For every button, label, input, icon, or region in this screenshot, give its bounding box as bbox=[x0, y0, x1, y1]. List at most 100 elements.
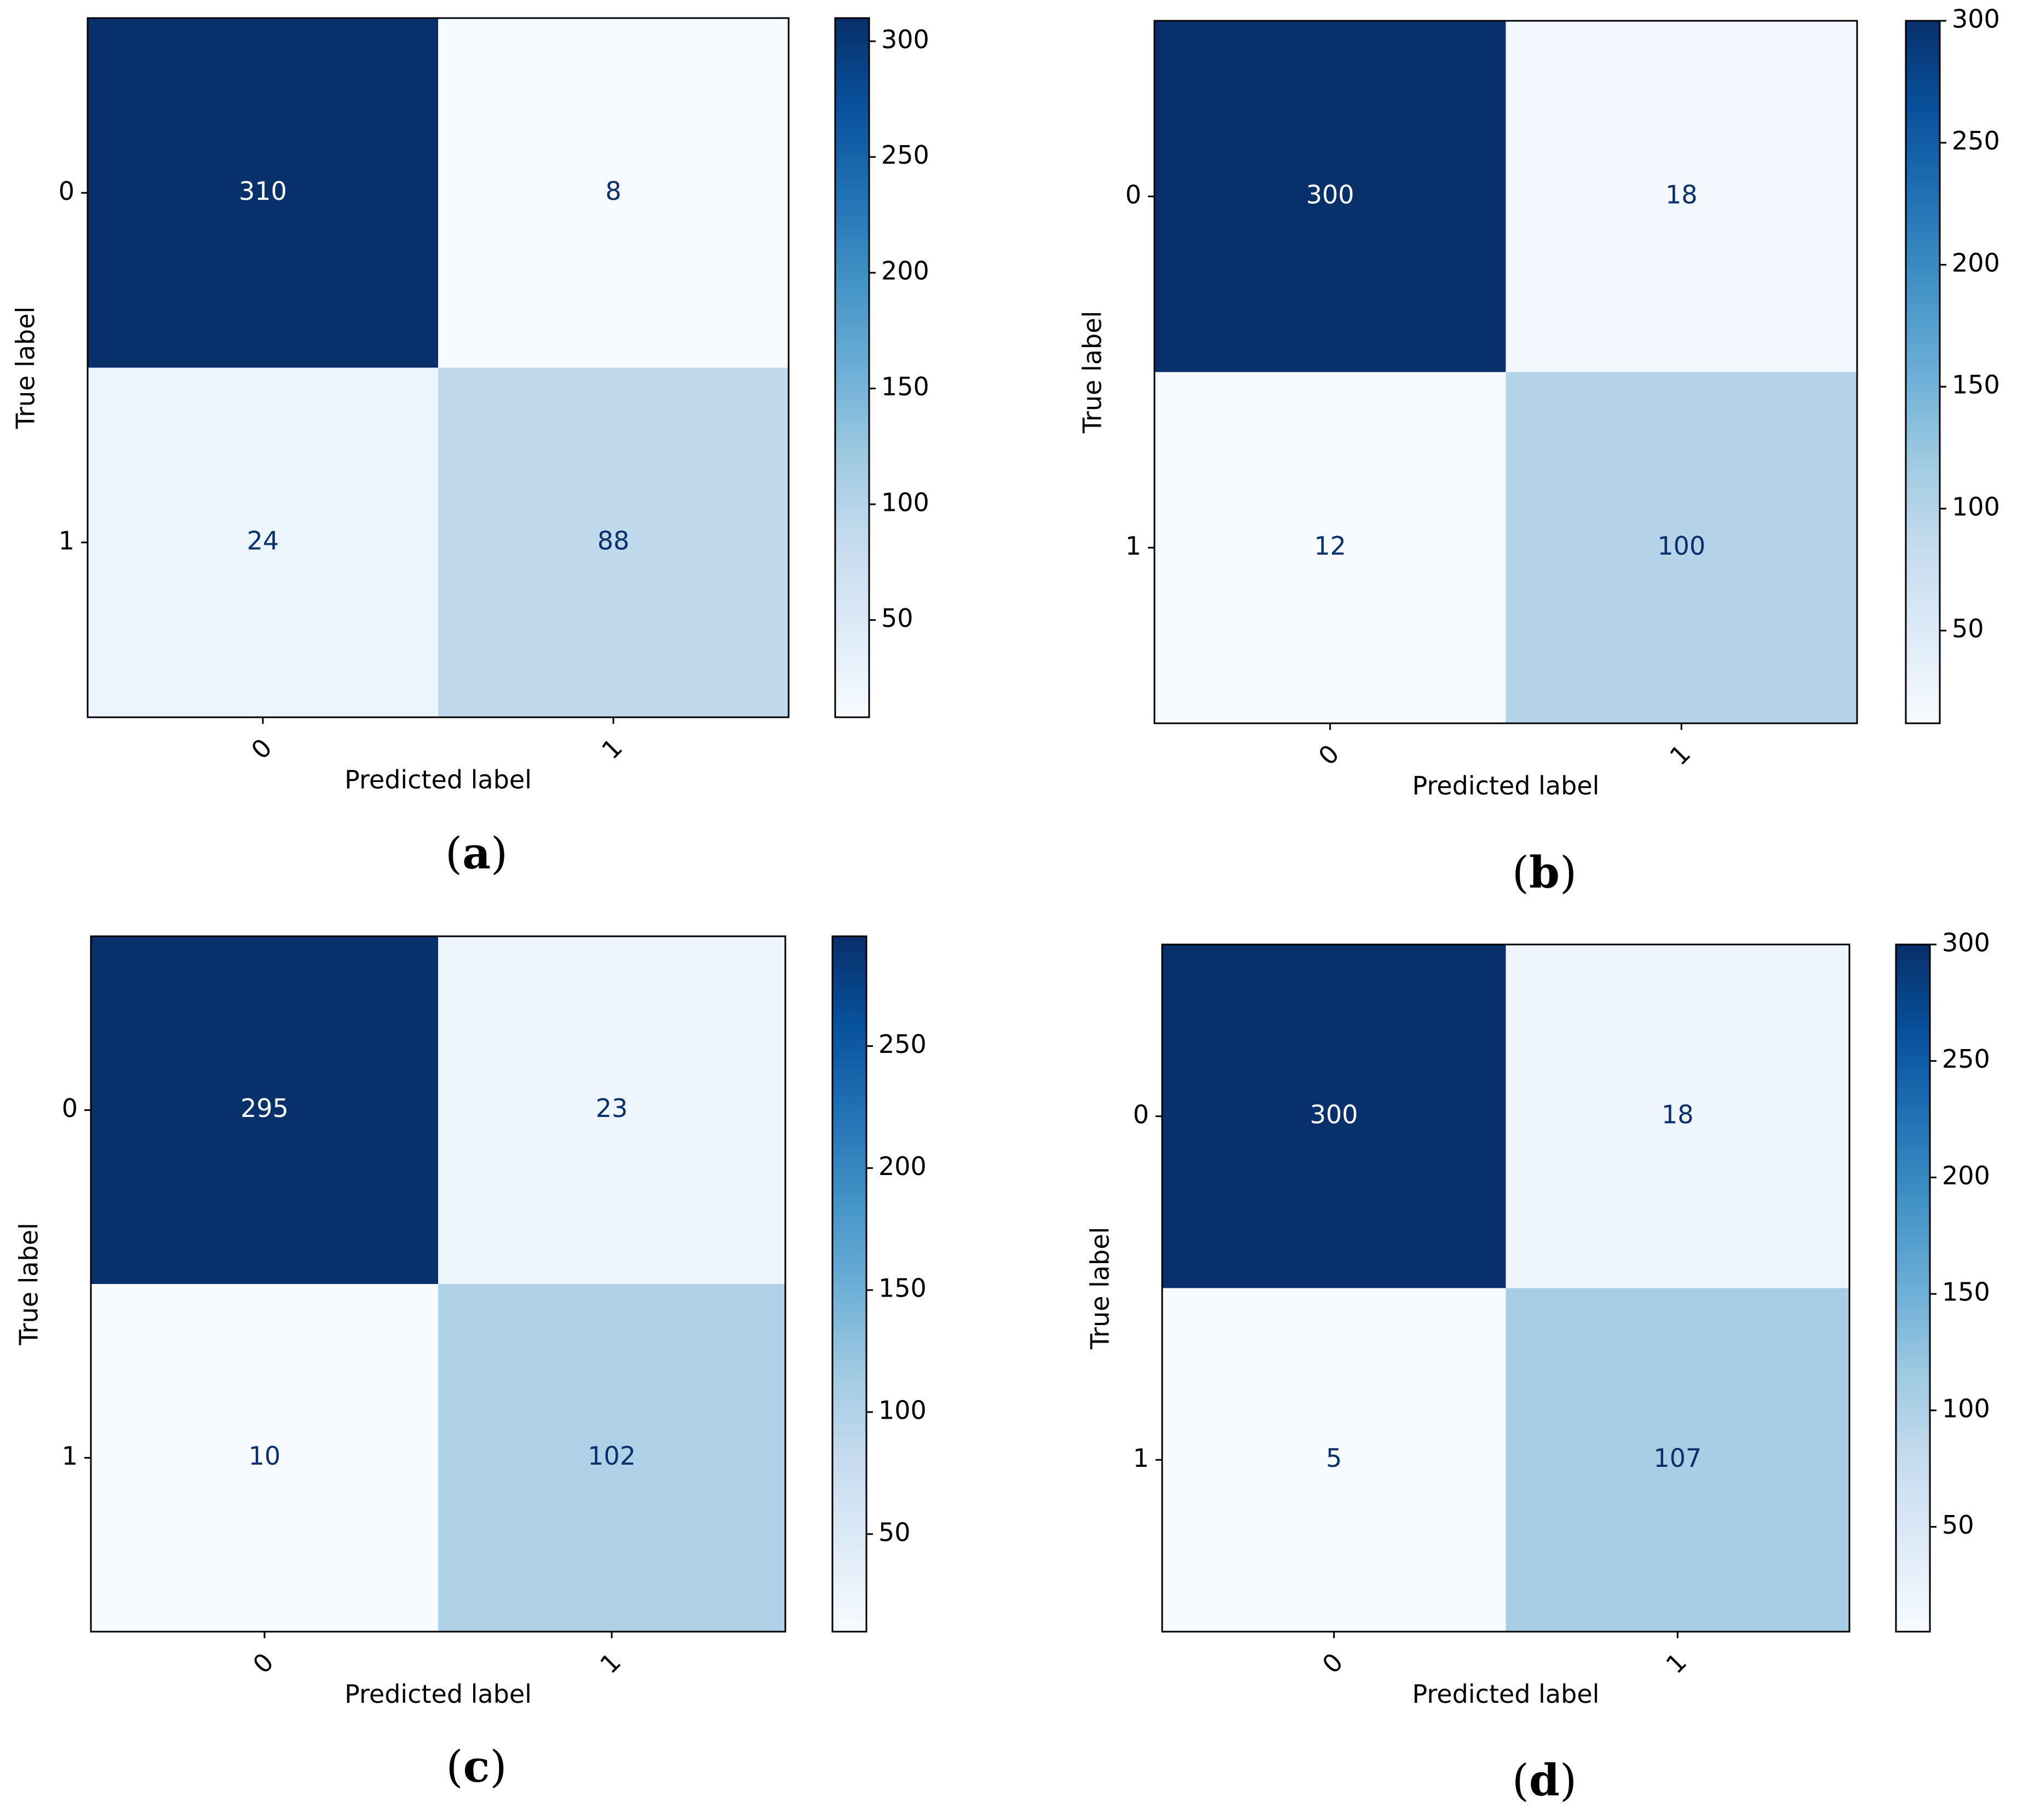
cell-value-label: 100 bbox=[1657, 531, 1705, 561]
y-tick-label: 1 bbox=[1133, 1443, 1149, 1473]
colorbar-tick-label: 300 bbox=[881, 25, 929, 54]
y-tick-label: 1 bbox=[1125, 531, 1141, 561]
panel-caption: (c) bbox=[446, 1741, 507, 1792]
cell-value-label: 23 bbox=[596, 1093, 628, 1123]
cell-value-label: 102 bbox=[588, 1441, 636, 1471]
colorbar-tick-label: 250 bbox=[1942, 1044, 1990, 1074]
colorbar-tick-label: 50 bbox=[1942, 1510, 1974, 1540]
x-tick-label: 1 bbox=[596, 733, 628, 765]
plot-frame bbox=[87, 17, 790, 718]
cell-value-label: 18 bbox=[1662, 1099, 1694, 1129]
y-tick-label: 0 bbox=[62, 1093, 78, 1123]
colorbar-tick-label: 100 bbox=[881, 487, 929, 517]
heatmap-cell bbox=[91, 1284, 438, 1632]
y-tick-label: 1 bbox=[59, 526, 74, 555]
cell-value-label: 18 bbox=[1665, 180, 1698, 209]
colorbar-tick-label: 300 bbox=[1952, 4, 2000, 34]
colorbar-tick-label: 300 bbox=[1942, 928, 1990, 958]
colorbar bbox=[834, 17, 870, 718]
heatmap-cell bbox=[438, 18, 789, 368]
x-axis-label: Predicted label bbox=[1412, 1679, 1600, 1709]
colorbar-tick-label: 250 bbox=[1952, 126, 2000, 155]
colorbar-tick-label: 150 bbox=[878, 1274, 927, 1303]
heatmap-cell bbox=[1505, 944, 1849, 1288]
colorbar-tick-label: 200 bbox=[878, 1151, 927, 1181]
heatmap-cell bbox=[88, 18, 438, 368]
y-tick-label: 0 bbox=[1133, 1099, 1149, 1129]
heatmap-cell bbox=[1154, 372, 1506, 723]
colorbar-tick-label: 150 bbox=[881, 372, 929, 401]
heatmap-cell bbox=[438, 936, 785, 1284]
cell-value-label: 5 bbox=[1326, 1443, 1342, 1473]
panel-caption-text: (a) bbox=[445, 827, 508, 879]
panel-caption-text: (d) bbox=[1512, 1754, 1577, 1806]
cell-value-label: 300 bbox=[1310, 1099, 1358, 1129]
heatmap-cell bbox=[88, 367, 438, 717]
cell-value-label: 24 bbox=[247, 526, 279, 555]
x-tick-label: 0 bbox=[1313, 739, 1345, 771]
colorbar-tick-label: 200 bbox=[881, 256, 929, 286]
colorbar-tick-label: 250 bbox=[881, 140, 929, 170]
confusion-matrix-panel: 300 18 5 107 0 1 0 1 Predicted label True label 30… bbox=[1085, 928, 1990, 1806]
colorbar-tick-label: 150 bbox=[1952, 370, 2000, 400]
colorbar bbox=[831, 935, 867, 1633]
cell-value-label: 88 bbox=[597, 526, 630, 555]
x-tick-label: 1 bbox=[594, 1647, 627, 1679]
colorbar-tick-label: 150 bbox=[1942, 1277, 1990, 1307]
colorbar-tick-label: 100 bbox=[1952, 492, 2000, 521]
y-axis-label: True label bbox=[1078, 311, 1107, 434]
panel-caption-text: (c) bbox=[446, 1741, 507, 1792]
cell-value-label: 295 bbox=[240, 1093, 289, 1123]
x-axis-label: Predicted label bbox=[344, 765, 532, 794]
heatmap-cell bbox=[438, 367, 789, 717]
y-axis-label: True label bbox=[14, 1223, 44, 1346]
heatmap-cell bbox=[1154, 21, 1506, 372]
y-tick-label: 1 bbox=[62, 1441, 78, 1471]
panel-caption: (b) bbox=[1512, 846, 1577, 898]
panel-caption: (d) bbox=[1512, 1754, 1577, 1806]
colorbar-tick-label: 200 bbox=[1942, 1161, 1990, 1190]
heatmap-cell bbox=[1505, 1288, 1849, 1632]
heatmap-cell bbox=[1162, 1288, 1506, 1632]
plot-frame bbox=[1153, 20, 1858, 724]
x-tick-label: 0 bbox=[1317, 1647, 1349, 1679]
cell-value-label: 12 bbox=[1314, 531, 1346, 561]
colorbar bbox=[1905, 20, 1941, 724]
heatmap-cell bbox=[1162, 944, 1506, 1288]
x-axis-label: Predicted label bbox=[344, 1679, 532, 1709]
cell-value-label: 8 bbox=[605, 176, 621, 206]
y-axis-label: True label bbox=[1085, 1227, 1115, 1350]
y-tick-label: 0 bbox=[1125, 180, 1141, 209]
x-tick-label: 1 bbox=[1660, 1647, 1692, 1679]
x-tick-label: 1 bbox=[1664, 739, 1696, 771]
colorbar-tick-label: 50 bbox=[878, 1517, 911, 1547]
plot-frame bbox=[1161, 943, 1851, 1633]
heatmap-cell bbox=[91, 936, 438, 1284]
heatmap-cell bbox=[438, 1284, 785, 1632]
colorbar-tick-label: 100 bbox=[1942, 1393, 1990, 1423]
x-axis-label: Predicted label bbox=[1412, 771, 1600, 800]
cell-value-label: 10 bbox=[249, 1441, 281, 1471]
y-axis-label: True label bbox=[11, 307, 41, 430]
x-tick-label: 0 bbox=[245, 733, 278, 765]
plot-frame bbox=[90, 935, 786, 1633]
colorbar-tick-label: 200 bbox=[1952, 248, 2000, 278]
confusion-matrix-panel: 310 8 24 88 0 1 0 1 Predicted label True label 300… bbox=[11, 17, 929, 879]
panel-caption-text: (b) bbox=[1512, 846, 1577, 898]
colorbar-tick-label: 50 bbox=[1952, 614, 1984, 643]
panel-caption: (a) bbox=[445, 827, 508, 879]
colorbar-tick-label: 100 bbox=[878, 1395, 927, 1425]
x-tick-label: 0 bbox=[247, 1647, 279, 1679]
colorbar bbox=[1895, 943, 1931, 1633]
y-tick-label: 0 bbox=[59, 176, 74, 206]
cell-value-label: 310 bbox=[239, 176, 287, 206]
colorbar-tick-label: 50 bbox=[881, 603, 913, 633]
cell-value-label: 300 bbox=[1306, 180, 1354, 209]
heatmap-cell bbox=[1505, 21, 1857, 372]
heatmap-cell bbox=[1505, 372, 1857, 723]
cell-value-label: 107 bbox=[1653, 1443, 1702, 1473]
confusion-matrix-panel: 300 18 12 100 0 1 0 1 Predicted label True label 3… bbox=[1078, 4, 2000, 899]
